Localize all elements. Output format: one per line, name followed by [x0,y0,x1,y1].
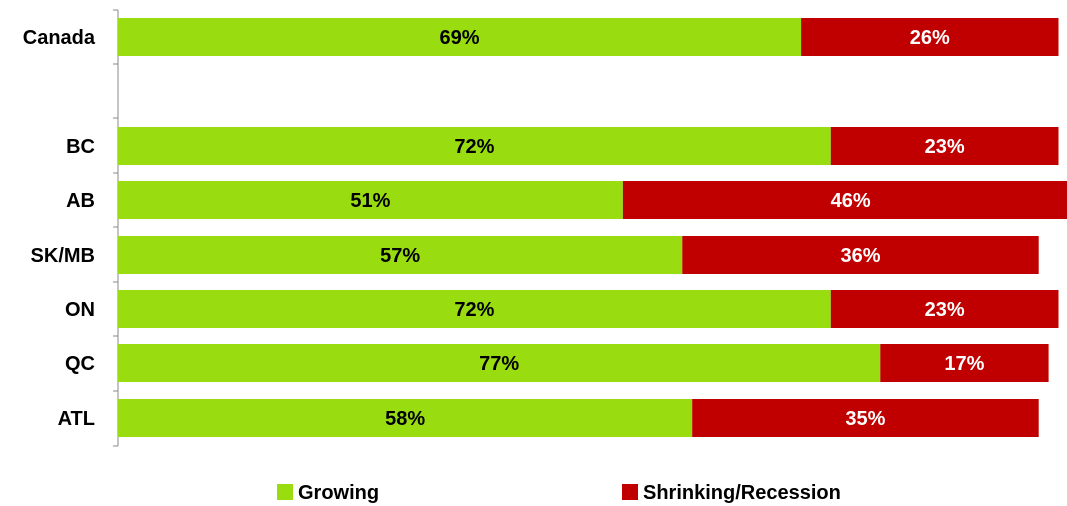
data-label-growing-sk-mb: 57% [380,245,420,267]
bar-shrinking-recession-canada [801,18,1059,56]
data-label-growing-canada: 69% [440,27,480,49]
category-labels: Canada BC AB SK/MB ON QC ATL [23,27,96,430]
bars-layer [118,18,1067,437]
bar-shrinking-recession-atl [692,399,1039,437]
category-label-atl: ATL [58,408,95,430]
data-label-growing-on: 72% [454,299,494,321]
data-label-shrinking-recession-qc: 17% [944,353,984,375]
bar-growing-bc [118,127,831,165]
bar-shrinking-recession-qc [880,344,1049,382]
data-label-growing-ab: 51% [350,190,390,212]
bar-shrinking-recession-sk-mb [682,236,1039,274]
legend-label-shrinking-recession: Shrinking/Recession [643,482,841,504]
data-label-shrinking-recession-canada: 26% [910,27,950,49]
data-label-shrinking-recession-sk-mb: 36% [840,245,880,267]
bar-growing-qc [118,344,881,382]
bar-growing-canada [118,18,802,56]
data-label-growing-bc: 72% [454,136,494,158]
category-label-bc: BC [66,136,95,158]
value-labels: 69% 26% 72% 23% 51% 46% 57% 36% 72% 23% 77% 17% 58% 3… [350,27,984,430]
category-label-on: ON [65,299,95,321]
legend: Growing Shrinking/Recession [277,482,841,504]
legend-label-growing: Growing [298,482,379,504]
bar-growing-ab [118,181,623,219]
data-label-shrinking-recession-on: 23% [925,299,965,321]
legend-swatch-shrinking-recession [622,484,638,500]
bar-growing-atl [118,399,693,437]
data-label-shrinking-recession-bc: 23% [925,136,965,158]
bar-shrinking-recession-ab [622,181,1067,219]
category-label-canada: Canada [23,27,96,49]
bar-growing-on [118,290,831,328]
data-label-shrinking-recession-ab: 46% [831,190,871,212]
data-label-growing-atl: 58% [385,408,425,430]
data-label-growing-qc: 77% [479,353,519,375]
data-label-shrinking-recession-atl: 35% [845,408,885,430]
bar-growing-sk-mb [118,236,683,274]
legend-swatch-growing [277,484,293,500]
category-label-qc: QC [65,353,95,375]
category-label-sk-mb: SK/MB [31,245,95,267]
category-label-ab: AB [66,190,95,212]
bar-shrinking-recession-bc [830,127,1059,165]
bar-shrinking-recession-on [830,290,1059,328]
axis-layer [113,9,119,447]
